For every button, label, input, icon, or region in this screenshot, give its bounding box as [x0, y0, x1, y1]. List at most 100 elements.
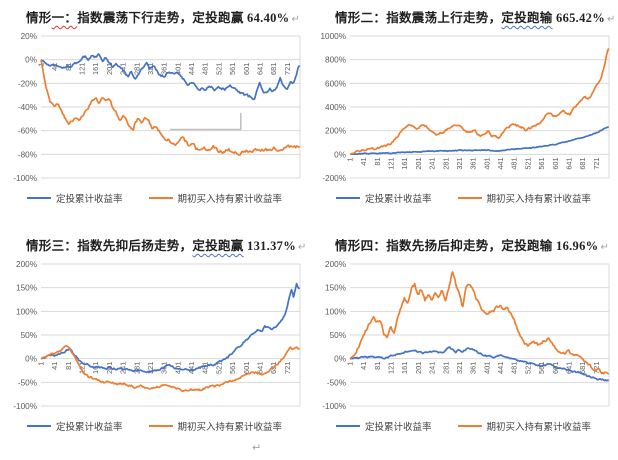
x-axis-tick-label: 361 — [160, 63, 169, 75]
chart-title: 情形一：指数震荡下行走势，定投跑赢 64.40% ↵ — [26, 7, 309, 26]
y-axis-tick-label: 20% — [21, 32, 37, 41]
x-axis-tick-label: 41 — [50, 362, 59, 370]
x-axis-tick-label: 641 — [564, 362, 573, 374]
y-axis-tick-label: -100% — [13, 174, 37, 183]
x-axis-tick-label: 241 — [428, 157, 437, 169]
paragraph-mark: ↵ — [252, 441, 262, 454]
y-axis-tick-label: 600% — [325, 79, 346, 88]
legend-label: 期初买入持有累计收益率 — [486, 194, 592, 205]
x-axis-tick-label: 721 — [592, 157, 601, 169]
chart-title-segment: 情形四：指数先扬后抑走势，定投跑输 16.96% — [335, 239, 599, 253]
legend-item-lumpsum: 期初买入持有累计收益率 — [457, 419, 592, 433]
dca-line-swatch — [335, 425, 360, 427]
paragraph-mark: ↵ — [298, 242, 307, 253]
x-axis-tick-label: 601 — [551, 157, 560, 169]
legend-label: 定投累计收益率 — [364, 422, 432, 433]
x-axis-tick-label: 561 — [228, 63, 237, 75]
x-axis-tick-label: 201 — [414, 157, 423, 169]
y-axis-tick-label: 100% — [325, 307, 346, 316]
legend-label: 期初买入持有累计收益率 — [177, 422, 283, 433]
lumpsum-line-swatch — [148, 197, 173, 199]
x-axis-tick-label: 561 — [537, 362, 546, 374]
chart-quadrant-4: 情形四：指数先扬后抑走势，定投跑输 16.96% ↵ 200% 150% 100% 50… — [309, 228, 618, 460]
x-axis-tick-label: 681 — [578, 362, 587, 374]
x-axis-tick-label: 481 — [510, 157, 519, 169]
series-line-lumpsum — [349, 48, 610, 156]
y-axis-tick-label: -50% — [327, 378, 346, 387]
series-line-dca — [350, 126, 609, 156]
chart-title-segment: 665.42% — [552, 11, 606, 25]
x-axis-tick-label: 401 — [482, 157, 491, 169]
x-axis-tick-label: 481 — [201, 362, 210, 374]
legend-item-lumpsum: 期初买入持有累计收益率 — [148, 191, 283, 205]
x-axis-tick-label: 281 — [132, 362, 141, 374]
legend-label: 期初买入持有累计收益率 — [486, 422, 592, 433]
x-axis-tick-label: 481 — [510, 362, 519, 374]
y-axis-tick-label: 50% — [330, 331, 346, 340]
y-axis-tick-label: 0% — [25, 355, 37, 364]
x-axis-tick-label: 361 — [469, 157, 478, 169]
x-axis-tick-label: 441 — [187, 63, 196, 75]
x-axis-tick-label: 161 — [91, 63, 100, 75]
x-axis-tick-label: 681 — [578, 157, 587, 169]
x-axis-tick-label: 641 — [564, 157, 573, 169]
chart-title-segment: 定投跑输 — [501, 11, 553, 25]
x-axis-tick-label: 121 — [387, 362, 396, 374]
series-line-lumpsum — [40, 345, 301, 393]
x-axis-tick-label: 201 — [414, 362, 423, 374]
x-axis-tick-label: 281 — [441, 362, 450, 374]
lumpsum-line-swatch — [457, 425, 482, 427]
chart-title-segment: 定投跑赢 — [192, 239, 244, 253]
chart-quadrant-2: 情形二：指数震荡上行走势，定投跑输 665.42% ↵ 1000% 800% 600%… — [309, 0, 618, 228]
series-line-lumpsum — [40, 59, 301, 156]
x-axis-tick-label: 81 — [373, 157, 382, 165]
chart-title-segment: 一： — [51, 11, 78, 25]
x-axis-tick-label: 441 — [496, 157, 505, 169]
y-axis-tick-label: 200% — [16, 260, 37, 269]
x-axis-tick-label: 441 — [496, 362, 505, 374]
line-chart: 1000% 800% 600% 400% 200% 0% -200% 1 41 81 121 161 2… — [321, 32, 610, 183]
paragraph-mark: ↵ — [600, 242, 610, 253]
y-axis-tick-label: 150% — [325, 284, 346, 293]
y-axis-tick-label: 400% — [325, 103, 346, 112]
series-line-dca — [40, 53, 301, 101]
x-axis-tick-label: 521 — [523, 157, 532, 169]
line-chart: 20%0%-20%-40%-60%-80%-100%1 41 81 121 161 201… — [13, 32, 301, 183]
y-axis-tick-label: 200% — [325, 260, 346, 269]
x-axis-tick-label: 201 — [105, 63, 114, 75]
legend-label: 定投累计收益率 — [55, 422, 123, 433]
legend-label: 期初买入持有累计收益率 — [177, 194, 283, 205]
chart-legend: 定投累计收益率 期初买入持有累计收益率 — [309, 191, 618, 205]
x-axis-tick-label: 401 — [173, 63, 182, 75]
chart-title: 情形二：指数震荡上行走势，定投跑输 665.42% ↵ — [335, 7, 618, 26]
paragraph-mark: ↵ — [291, 14, 301, 25]
y-axis-tick-label: -50% — [18, 378, 37, 387]
x-axis-tick-label: 441 — [187, 362, 196, 374]
x-axis-tick-label: 41 — [50, 63, 59, 71]
lumpsum-line-swatch — [457, 197, 482, 199]
x-axis-tick-label: 601 — [242, 63, 251, 75]
x-axis-tick-label: 41 — [359, 157, 368, 165]
legend-item-dca: 定投累计收益率 — [26, 419, 123, 433]
empty-callout-box — [169, 112, 242, 131]
x-axis-tick-label: 721 — [283, 63, 292, 75]
x-axis-tick-label: 521 — [523, 362, 532, 374]
chart-legend: 定投累计收益率 期初买入持有累计收益率 — [0, 419, 309, 433]
x-axis-tick-label: 281 — [441, 157, 450, 169]
x-axis-tick-label: 1 — [346, 157, 355, 161]
y-axis-tick-label: -100% — [322, 402, 346, 411]
y-axis-tick-label: 50% — [21, 331, 37, 340]
chart-title-segment: 指数震荡下行走势，定投跑赢 64.40% — [77, 11, 290, 25]
x-axis-tick-label: 1 — [37, 63, 46, 67]
x-axis-tick-label: 721 — [592, 362, 601, 374]
chart-quadrant-1: 情形一：指数震荡下行走势，定投跑赢 64.40% ↵ 20% 0% -20% -40% -… — [0, 0, 309, 228]
chart-title-segment: 131.37% — [243, 239, 297, 253]
chart-title: 情形四：指数先扬后抑走势，定投跑输 16.96% ↵ — [335, 235, 618, 254]
x-axis-tick-label: 281 — [132, 63, 141, 75]
x-axis-tick-label: 641 — [255, 63, 264, 75]
legend-item-dca: 定投累计收益率 — [26, 191, 123, 205]
legend-item-dca: 定投累计收益率 — [335, 191, 432, 205]
y-axis-tick-label: 0% — [334, 355, 346, 364]
y-axis-tick-label: -200% — [322, 174, 346, 183]
